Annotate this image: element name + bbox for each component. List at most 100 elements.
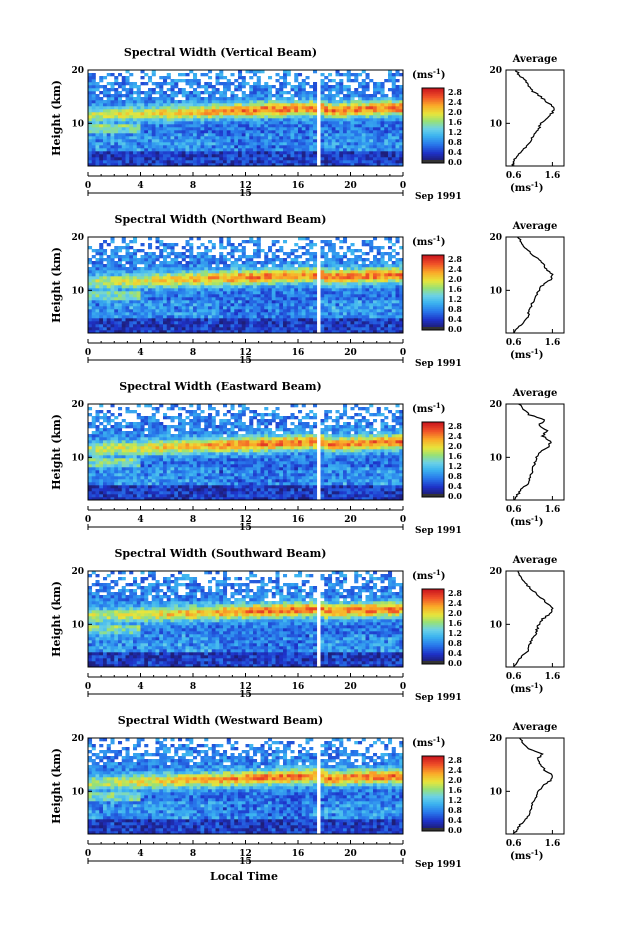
heatmap-cell [309,160,314,164]
heatmap-cell [159,130,164,134]
heatmap-cell [361,264,366,268]
heatmap-cell [328,124,333,128]
heatmap-cell [241,297,246,301]
heatmap-cell [99,76,104,80]
heatmap-cell [133,330,138,334]
heatmap-cell [196,315,201,319]
heatmap-cell [283,330,288,334]
colorbar-segment [422,311,444,314]
heatmap-cell [211,318,216,322]
heatmap-cell [309,258,314,262]
heatmap-cell [223,151,228,155]
heatmap-cell [339,160,344,164]
heatmap-cell [204,312,209,316]
heatmap-cell [335,330,340,334]
heatmap-cell [301,264,306,268]
heatmap-cell [144,294,149,298]
heatmap-cell [133,264,138,268]
heatmap-cell [373,237,378,241]
heatmap-cell [324,303,329,307]
heatmap-cell [388,130,393,134]
heatmap-cell [384,145,389,149]
heatmap-cell [313,151,318,155]
heatmap-cell [271,276,276,280]
heatmap-cell [219,237,224,241]
heatmap-cell [133,160,138,164]
heatmap-cell [226,130,231,134]
heatmap-cell [320,145,325,149]
heatmap-cell [196,297,201,301]
heatmap-cell [380,151,385,155]
heatmap-cell [136,321,141,325]
heatmap-cell [238,330,243,334]
heatmap-cell [103,127,108,131]
heatmap-cell [125,106,130,110]
heatmap-cell [294,243,299,247]
heatmap-cell [309,288,314,292]
heatmap-cell [376,130,381,134]
heatmap-cell [110,258,115,262]
heatmap-cell [373,312,378,316]
heatmap-cell [125,115,130,119]
heatmap-cell [275,294,280,298]
heatmap-cell [238,267,243,271]
heatmap-cell [286,327,291,331]
heatmap-cell [373,300,378,304]
heatmap-cell [88,294,93,298]
heatmap-cell [260,151,265,155]
heatmap-cell [219,97,224,101]
heatmap-cell [193,297,198,301]
heatmap-cell [373,154,378,158]
heatmap-cell [230,327,235,331]
heatmap-cell [305,145,310,149]
heatmap-cell [376,133,381,137]
heatmap-cell [106,291,111,295]
heatmap-cell [193,330,198,334]
heatmap-cell [166,163,171,167]
heatmap-cell [283,133,288,137]
heatmap-cell [373,291,378,295]
heatmap-cell [260,267,265,271]
heatmap-cell [193,157,198,161]
heatmap-cell [320,315,325,319]
heatmap-cell [136,300,141,304]
heatmap-cell [189,264,194,268]
colorbar-segment [422,142,444,145]
heatmap-cell [395,282,400,286]
heatmap-cell [369,243,374,247]
heatmap-cell [193,121,198,125]
heatmap-cell [309,148,314,152]
heatmap-cell [181,73,186,77]
colorbar-segment [422,325,444,328]
heatmap-cell [219,112,224,116]
heatmap-cell [354,285,359,289]
heatmap-cell [298,118,303,122]
heatmap-cell [298,267,303,271]
heatmap-cell [106,318,111,322]
heatmap-cell [384,136,389,140]
heatmap-cell [391,255,396,259]
heatmap-cell [196,160,201,164]
heatmap-cell [335,297,340,301]
heatmap-cell [241,106,246,110]
heatmap-cell [331,285,336,289]
heatmap-cell [313,100,318,104]
heatmap-cell [166,276,171,280]
colorbar-frame [421,254,445,331]
heatmap-cell [275,330,280,334]
heatmap-cell [129,100,134,104]
heatmap-cell [208,264,213,268]
heatmap-cell [335,258,340,262]
heatmap-cell [91,130,96,134]
heatmap-cell [223,267,228,271]
heatmap-cell [208,85,213,89]
heatmap-cell [95,309,100,313]
heatmap-cell [358,82,363,86]
heatmap-cell [215,279,220,283]
heatmap-cell [91,416,96,420]
heatmap-cell [286,276,291,280]
heatmap-cell [339,103,344,107]
heatmap-cell [369,282,374,286]
